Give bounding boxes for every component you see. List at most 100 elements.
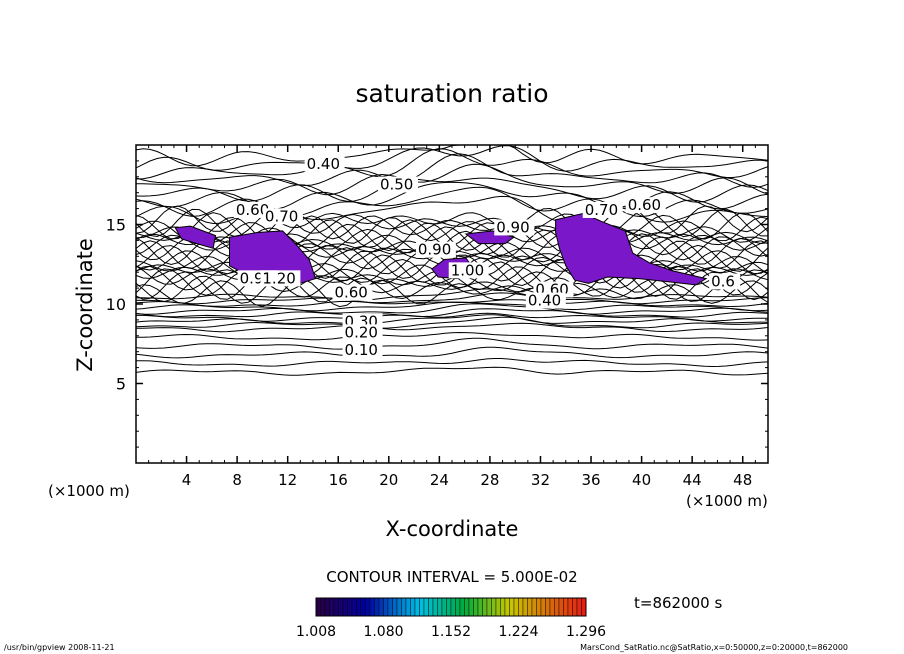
contour-line xyxy=(136,322,769,333)
y-tick-label: 15 xyxy=(106,216,126,235)
colorbar-cell xyxy=(378,597,384,617)
contour-label: 0.70 xyxy=(585,201,618,219)
colorbar-cell xyxy=(437,597,443,617)
y-axis-ticks: 5 10 15 xyxy=(106,160,768,448)
colorbar-cell xyxy=(423,597,429,617)
contour-labels: 0.400.500.600.70 0.70 0.600.900.900.901.20… xyxy=(233,155,741,359)
colorbar-cell xyxy=(531,597,537,617)
colorbar-cell xyxy=(405,597,411,617)
colorbar-cell xyxy=(432,597,438,617)
colorbar-cell xyxy=(347,597,353,617)
colorbar-cell xyxy=(320,597,326,617)
contour-line xyxy=(136,331,769,341)
contour-line xyxy=(136,312,769,322)
contour-line xyxy=(135,358,769,368)
contour-label: 1.00 xyxy=(451,261,484,279)
x-tick-label: 40 xyxy=(632,471,651,489)
colorbar-cell xyxy=(365,597,371,617)
colorbar-cell xyxy=(374,597,380,617)
colorbar-cell xyxy=(491,597,497,617)
colorbar-cell xyxy=(567,597,573,617)
contour-label-bg xyxy=(260,270,301,287)
colorbar-cell xyxy=(482,597,488,617)
colorbar-cell xyxy=(522,597,528,617)
x-tick-label: 32 xyxy=(531,471,550,489)
colorbar-cell xyxy=(563,597,569,617)
colorbar-tick-label: 1.224 xyxy=(498,624,538,640)
contour-label-bg xyxy=(525,292,566,309)
contour-label: 0.90 xyxy=(418,241,451,259)
y-tick-label: 5 xyxy=(116,375,126,394)
x-tick-label: 4 xyxy=(182,471,192,489)
colorbar-cell xyxy=(576,597,582,617)
x-tick-label: 24 xyxy=(430,471,449,489)
colorbar-cell xyxy=(459,597,465,617)
contour-line xyxy=(135,145,769,172)
colorbar-tick-label: 1.080 xyxy=(363,624,403,640)
colorbar-cell xyxy=(558,597,564,617)
colorbar-cell xyxy=(536,597,542,617)
colorbar-cell xyxy=(351,597,357,617)
colorbar-cell xyxy=(396,597,402,617)
contour-interval-label: CONTOUR INTERVAL = 5.000E-02 xyxy=(326,568,577,586)
contour-label: 0.10 xyxy=(345,341,378,359)
contour-label-bg xyxy=(625,197,666,214)
contour-label-bg xyxy=(448,262,489,279)
colorbar-cell xyxy=(455,597,461,617)
colorbar-cell xyxy=(509,597,515,617)
x-axis-unit-right: (×1000 m) xyxy=(686,492,768,510)
contour-label-bg xyxy=(304,155,345,172)
plot-area: 0.400.500.600.70 0.70 0.600.900.900.901.20… xyxy=(106,144,769,489)
colorbar-cell xyxy=(495,597,501,617)
x-tick-label: 44 xyxy=(683,471,702,489)
colorbar-cell xyxy=(540,597,546,617)
colorbar-tick-label: 1.152 xyxy=(431,624,471,640)
colorbar-cell xyxy=(410,597,416,617)
colorbar xyxy=(315,597,587,617)
contour-line xyxy=(135,148,769,180)
contour-label-bg xyxy=(415,241,456,258)
colorbar-cell xyxy=(387,597,393,617)
colorbar-cell xyxy=(428,597,434,617)
footer-left: /usr/bin/gpview 2008-11-21 xyxy=(4,643,115,652)
contour-label: 0.20 xyxy=(345,323,378,341)
contour-label-bg xyxy=(342,324,383,341)
x-tick-label: 28 xyxy=(480,471,499,489)
colorbar-cell xyxy=(450,597,456,617)
contour-label: 0.70 xyxy=(265,207,298,225)
contour-label-bg xyxy=(262,208,303,225)
contour-line xyxy=(135,308,769,318)
y-axis-label: Z-coordinate xyxy=(73,238,97,372)
x-tick-label: 48 xyxy=(733,471,752,489)
colorbar-cell xyxy=(473,597,479,617)
colorbar-cell xyxy=(477,597,483,617)
contour-label-bg xyxy=(494,219,535,236)
colorbar-cell xyxy=(581,597,587,617)
colorbar-tick-label: 1.296 xyxy=(566,624,606,640)
contour-line xyxy=(135,337,769,350)
colorbar-cell xyxy=(338,597,344,617)
contour-line xyxy=(135,195,769,225)
colorbar-cell xyxy=(468,597,474,617)
contour-line xyxy=(135,292,769,305)
colorbar-cell xyxy=(419,597,425,617)
colorbar-tick-labels: 1.008 1.080 1.152 1.224 1.296 xyxy=(296,624,606,640)
contour-label: 0.60 xyxy=(334,284,367,302)
contour-label: 0.6 xyxy=(711,273,735,291)
x-axis-ticks: 4 8 12 16 20 24 28 32 36 40 44 48 xyxy=(148,145,756,489)
contour-line xyxy=(135,186,769,218)
x-axis-unit-left: (×1000 m) xyxy=(48,482,130,500)
colorbar-cell xyxy=(315,597,321,617)
contour-line xyxy=(135,181,769,210)
time-label: t=862000 s xyxy=(634,594,722,612)
contour-label: 0.40 xyxy=(528,292,561,310)
colorbar-cell xyxy=(369,597,375,617)
contour-line xyxy=(135,346,769,359)
contour-label: 0.50 xyxy=(380,176,413,194)
chart-title: saturation ratio xyxy=(355,79,548,108)
colorbar-cell xyxy=(504,597,510,617)
colorbar-cell xyxy=(329,597,335,617)
contour-label: 0.60 xyxy=(236,201,269,219)
colorbar-cell xyxy=(414,597,420,617)
